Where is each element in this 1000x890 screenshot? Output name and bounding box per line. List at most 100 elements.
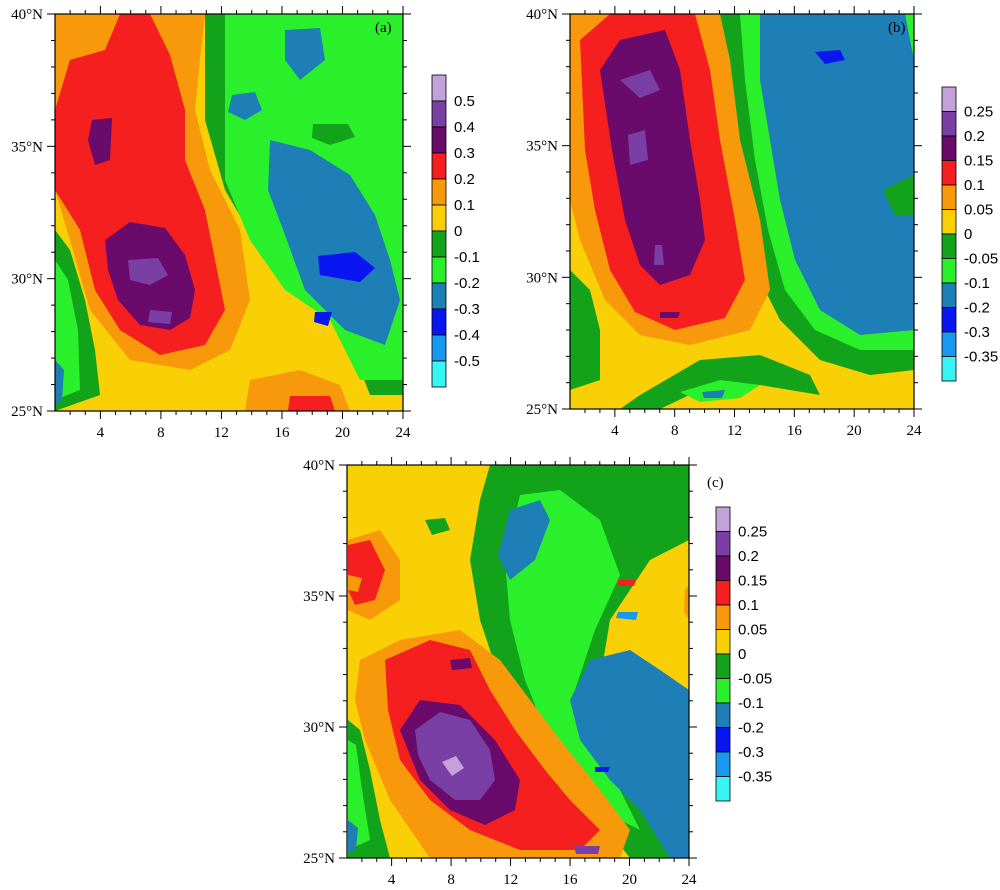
colorbar-swatch [941,307,957,333]
panel-a-frame [54,13,404,412]
panel-c-label: (c) [707,475,724,491]
x-tick-label: 16 [787,423,803,439]
panel-c-colorbar: 0.25 0.2 0.15 0.1 0.05 0 -0.05 -0.1 -0.2 -0.3 -0.3… [715,506,772,802]
x-tick-label: 20 [622,872,637,888]
colorbar-swatch [431,334,447,362]
colorbar-swatch [941,209,957,235]
panel-a-ticks [47,6,411,419]
y-tick-label: 30°N [526,270,558,286]
colorbar-label: -0.4 [454,327,480,344]
y-tick-label: 35°N [303,589,335,605]
panel-a-x-tick-labels: 4 8 12 16 20 24 [97,425,411,441]
colorbar-swatch [941,282,957,308]
colorbar-label: -0.3 [964,324,990,341]
panel-a-colorbar: 0.5 0.4 0.3 0.2 0.1 0 -0.1 -0.2 -0.3 -0.4 -0.5 [431,74,480,388]
colorbar-label: 0.4 [454,119,475,136]
panel-b-y-tick-labels: 25°N 30°N 35°N 40°N [526,7,558,418]
x-tick-label: 20 [335,425,350,441]
x-tick-label: 8 [157,425,165,441]
x-tick-label: 16 [274,425,290,441]
y-tick-label: 25°N [526,402,558,418]
y-tick-label: 40°N [11,7,43,23]
colorbar-label: -0.05 [738,671,772,688]
colorbar-label: 0.1 [454,197,475,214]
x-tick-label: 24 [907,423,923,439]
colorbar-swatch [715,653,731,679]
panel-b: 4 8 12 16 20 24 25°N30°N35°N40°N (b) 0.250.20… [526,6,998,439]
colorbar-label: -0.1 [738,695,764,712]
x-tick-label: 20 [847,423,862,439]
colorbar-label: 0 [964,226,972,243]
x-tick-label: 24 [396,425,412,441]
panel-b-frame [569,13,915,410]
colorbar-swatch [715,555,731,581]
y-tick-label: 30°N [303,720,335,736]
panel-c: 4 8 12 16 20 24 25°N30°N35°N40°N (c) 0.250.20… [303,457,772,888]
colorbar-label: -0.1 [454,249,480,266]
colorbar-swatch [431,230,447,258]
y-tick-label: 25°N [303,851,335,867]
colorbar-swatch [941,356,957,382]
colorbar-swatch [715,702,731,728]
colorbar-swatch [715,506,731,532]
colorbar-label: -0.3 [738,744,764,761]
x-tick-label: 16 [563,872,579,888]
colorbar-label: -0.1 [964,275,990,292]
colorbar-swatch [431,308,447,336]
panel-c-ticks [339,457,697,866]
colorbar-swatch [941,184,957,210]
y-tick-label: 40°N [526,7,558,23]
colorbar-swatch [941,233,957,259]
y-tick-label: 25°N [11,404,43,420]
colorbar-swatch [715,727,731,753]
x-tick-label: 8 [447,872,455,888]
colorbar-swatch [941,331,957,357]
panel-b-colorbar: 0.25 0.2 0.15 0.1 0.05 0 -0.05 -0.1 -0.2 -0.3 -0.3… [941,86,998,382]
colorbar-swatch [431,256,447,284]
colorbar-swatch [715,776,731,802]
panel-c-y-tick-labels: 25°N 30°N 35°N 40°N [303,458,335,867]
colorbar-label: 0.2 [964,128,985,145]
x-tick-label: 12 [727,423,742,439]
y-tick-label: 35°N [11,139,43,155]
colorbar-swatch [431,360,447,388]
x-tick-label: 12 [503,872,518,888]
panel-b-x-tick-labels: 4 8 12 16 20 24 [611,423,922,439]
colorbar-label: 0.1 [964,177,985,194]
panel-c-frame [346,464,690,859]
colorbar-swatch [941,160,957,186]
panel-b-ticks [562,6,922,417]
colorbar-swatch [941,258,957,284]
colorbar-label: 0.25 [738,524,767,541]
colorbar-label: -0.2 [454,275,480,292]
colorbar-swatch [431,178,447,206]
colorbar-label: -0.2 [738,720,764,737]
colorbar-label: 0 [454,223,462,240]
colorbar-label: 0.2 [738,548,759,565]
colorbar-swatch [715,580,731,606]
x-tick-label: 8 [671,423,679,439]
panel-b-contours [570,14,914,409]
panel-c-x-tick-labels: 4 8 12 16 20 24 [388,872,697,888]
colorbar-swatch [715,678,731,704]
colorbar-label: 0 [738,646,746,663]
colorbar-swatch [431,74,447,102]
panel-a: 4 8 12 16 20 24 25°N30°N35°N40°N (a) 0.50.40.… [11,6,480,441]
panel-a-y-tick-labels: 25°N 30°N 35°N 40°N [11,7,43,420]
colorbar-swatch [941,135,957,161]
colorbar-label: 0.5 [454,93,475,110]
colorbar-swatch [715,751,731,777]
panel-c-contours [347,465,689,858]
colorbar-label: -0.3 [454,301,480,318]
colorbar-label: 0.25 [964,104,993,121]
panel-b-label: (b) [888,20,906,36]
y-tick-label: 40°N [303,458,335,474]
colorbar-swatch [431,282,447,310]
colorbar-label: 0.05 [738,622,767,639]
colorbar-label: -0.2 [964,300,990,317]
colorbar-swatch [715,629,731,655]
colorbar-swatch [431,100,447,128]
colorbar-label: -0.35 [964,349,998,366]
colorbar-swatch [941,86,957,112]
